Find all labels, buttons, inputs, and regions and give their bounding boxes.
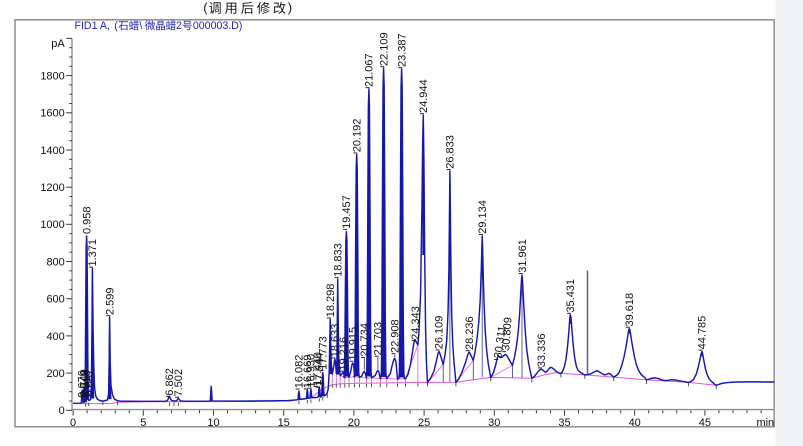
svg-text:000003.D): 000003.D): [193, 20, 242, 32]
svg-text:0.818: 0.818: [81, 370, 93, 398]
svg-text:16.930: 16.930: [306, 354, 318, 388]
svg-text:15: 15: [278, 417, 290, 429]
svg-text:7.502: 7.502: [173, 369, 185, 397]
svg-text:33.336: 33.336: [536, 334, 548, 368]
svg-text:1000: 1000: [40, 219, 64, 231]
svg-text:2.599: 2.599: [104, 287, 116, 315]
svg-text:21.067: 21.067: [364, 53, 376, 87]
svg-text:28.236: 28.236: [464, 316, 476, 350]
svg-text:21.703: 21.703: [373, 322, 385, 356]
svg-text:19.457: 19.457: [341, 195, 353, 229]
svg-text:35.431: 35.431: [565, 279, 577, 313]
svg-text:44.785: 44.785: [697, 316, 709, 350]
svg-text:min: min: [756, 417, 774, 429]
svg-text:45: 45: [699, 417, 711, 429]
svg-text:2: 2: [176, 20, 182, 32]
svg-text:18.833: 18.833: [332, 243, 344, 277]
svg-text:1600: 1600: [40, 108, 64, 120]
svg-text:40: 40: [629, 417, 641, 429]
svg-text:(: (: [203, 0, 208, 15]
svg-text:17.773: 17.773: [318, 336, 330, 370]
svg-text:6.862: 6.862: [164, 368, 176, 396]
svg-text:0.676: 0.676: [76, 370, 88, 398]
svg-text:pA: pA: [51, 38, 65, 50]
svg-text:22.908: 22.908: [390, 319, 402, 353]
svg-text:600: 600: [46, 294, 64, 306]
svg-text:1800: 1800: [40, 71, 64, 83]
svg-text:24.944: 24.944: [418, 79, 430, 113]
svg-text:400: 400: [46, 331, 64, 343]
svg-text:5: 5: [140, 417, 146, 429]
svg-text:18.633: 18.633: [330, 324, 342, 358]
svg-text:10: 10: [207, 417, 219, 429]
svg-text:30.311: 30.311: [492, 325, 508, 359]
svg-text:20.734: 20.734: [359, 323, 371, 357]
svg-text:35: 35: [558, 417, 570, 429]
svg-text:1200: 1200: [40, 182, 64, 194]
svg-text:0: 0: [59, 405, 65, 417]
svg-text:FID1 A,: FID1 A,: [75, 20, 110, 32]
svg-text:1400: 1400: [40, 145, 64, 157]
svg-text:39.618: 39.618: [624, 293, 636, 327]
svg-text:22.109: 22.109: [378, 32, 390, 66]
svg-text:30: 30: [488, 417, 500, 429]
svg-text:31.961: 31.961: [517, 239, 529, 273]
svg-text:19.216: 19.216: [338, 337, 350, 371]
svg-text:23.387: 23.387: [396, 33, 408, 67]
svg-text:(: (: [114, 20, 118, 32]
svg-text:26.833: 26.833: [445, 135, 457, 169]
svg-text:24.343: 24.343: [410, 306, 422, 340]
svg-text:0.958: 0.958: [81, 206, 93, 234]
svg-text:26.109: 26.109: [434, 316, 446, 350]
svg-text:19.915: 19.915: [348, 327, 360, 361]
svg-text:18.298: 18.298: [325, 284, 337, 318]
svg-text:20.192: 20.192: [351, 119, 363, 153]
svg-text:30.809: 30.809: [500, 317, 514, 351]
svg-text:16.669: 16.669: [302, 355, 314, 389]
svg-text:0.749: 0.749: [79, 369, 91, 397]
svg-text:17.440: 17.440: [312, 352, 324, 386]
svg-text:16.082: 16.082: [294, 355, 306, 389]
svg-text:1.371: 1.371: [87, 239, 99, 267]
svg-text:200: 200: [46, 368, 64, 380]
svg-text:): ): [288, 0, 292, 15]
svg-text:0.887: 0.887: [83, 369, 95, 397]
svg-text:0: 0: [70, 417, 76, 429]
svg-text:29.134: 29.134: [477, 200, 489, 234]
svg-text:\: \: [139, 20, 142, 32]
svg-text:800: 800: [46, 256, 64, 268]
svg-text:25: 25: [418, 417, 430, 429]
svg-text:17.544: 17.544: [314, 353, 326, 387]
svg-text:20: 20: [348, 417, 360, 429]
